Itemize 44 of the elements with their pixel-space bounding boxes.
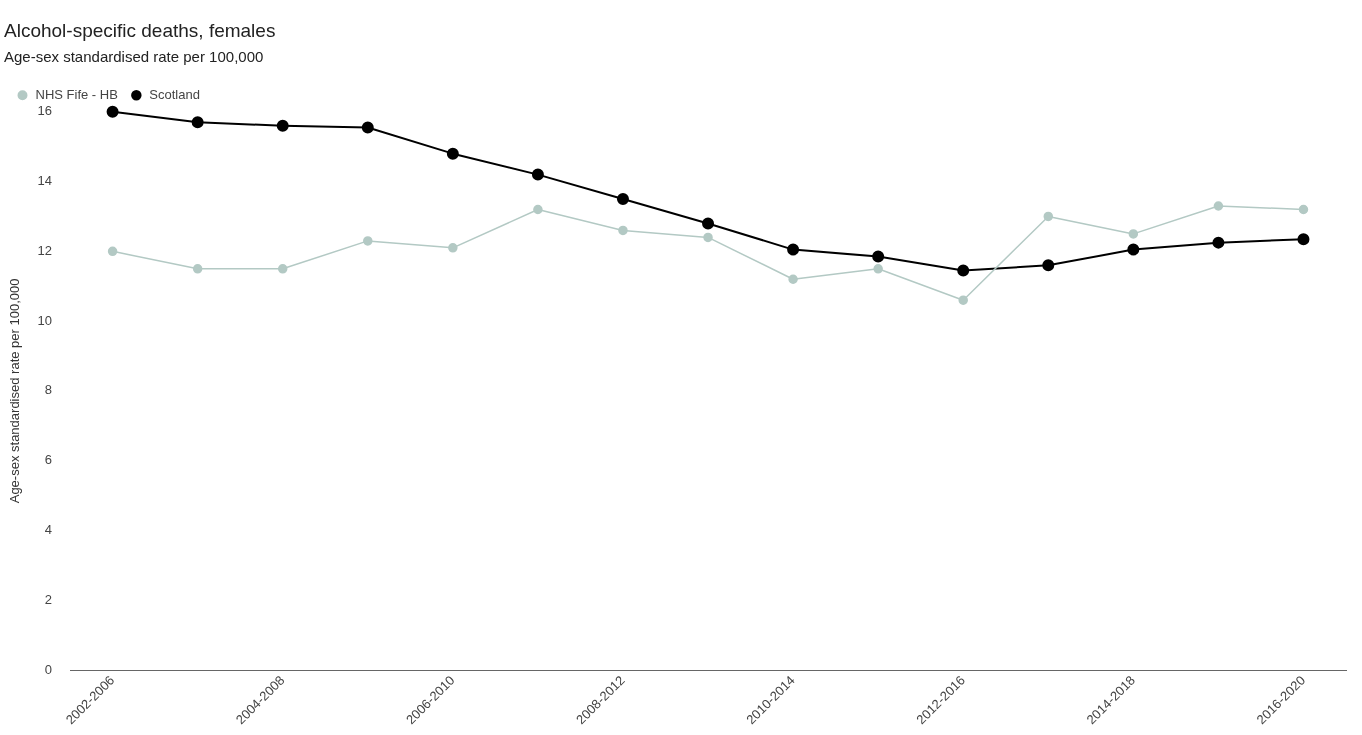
legend-label: NHS Fife - HB	[35, 86, 118, 102]
chart-title: Alcohol-specific deaths, females	[4, 19, 276, 41]
y-tick-label: 0	[44, 661, 53, 677]
point	[191, 116, 204, 129]
y-tick-label: 6	[44, 452, 53, 468]
point	[192, 264, 203, 274]
chart-subtitle: Age-sex standardised rate per 100,000	[4, 47, 264, 65]
y-tick-label: 14	[37, 173, 53, 189]
point	[1212, 236, 1225, 249]
point	[1213, 201, 1224, 211]
y-tick-label: 4	[44, 522, 53, 538]
point	[533, 204, 543, 215]
point	[363, 236, 373, 246]
point	[446, 147, 459, 160]
y-tick-label: 10	[37, 312, 53, 328]
point	[788, 274, 798, 285]
y-tick-label: 8	[44, 382, 53, 398]
point	[1128, 229, 1139, 239]
point	[873, 264, 883, 274]
point	[106, 105, 119, 118]
point	[958, 295, 968, 305]
point	[361, 121, 374, 134]
legend-label: Scotland	[149, 86, 200, 102]
point	[703, 232, 713, 243]
point	[1297, 233, 1310, 246]
point	[872, 250, 885, 263]
point	[107, 246, 118, 257]
point	[957, 264, 970, 277]
point	[531, 168, 544, 181]
point	[448, 243, 458, 253]
y-tick-label: 16	[37, 103, 53, 119]
point	[1043, 211, 1054, 222]
point	[1127, 243, 1140, 256]
point	[1042, 259, 1055, 272]
point	[277, 264, 288, 274]
y-tick-label: 12	[37, 242, 53, 258]
y-tick-label: 2	[44, 591, 53, 607]
y-axis-title: Age-sex standardised rate per 100,000	[7, 278, 23, 504]
point	[787, 243, 800, 256]
point	[616, 193, 629, 206]
point	[276, 119, 289, 132]
point	[1298, 204, 1309, 215]
point	[702, 217, 715, 230]
point	[618, 225, 628, 236]
